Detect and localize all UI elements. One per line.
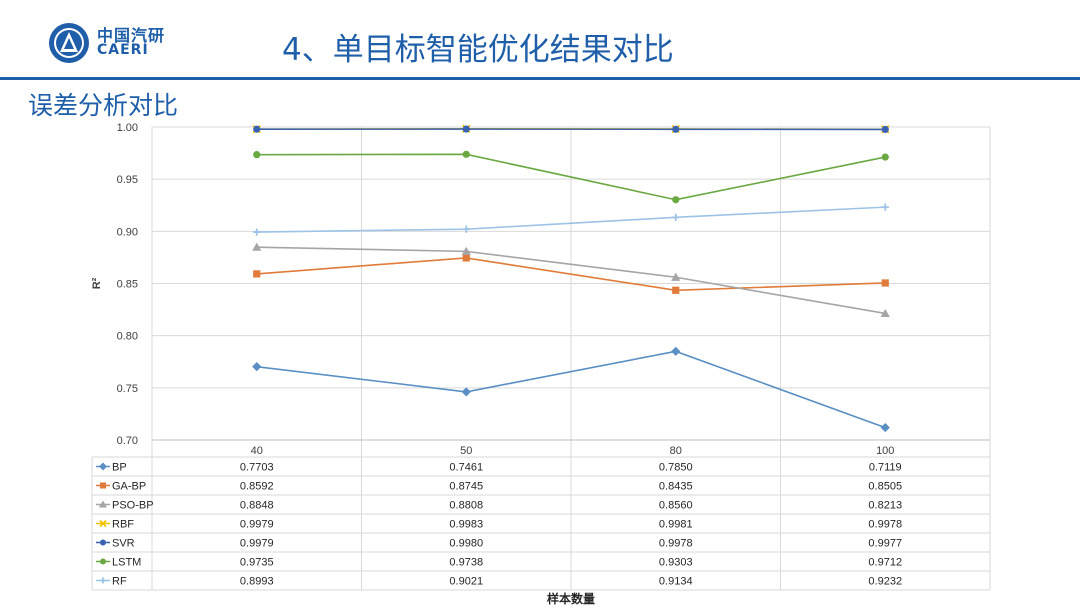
data-point-lstm <box>462 150 470 158</box>
y-tick-label: 1.00 <box>117 122 138 134</box>
data-point-bp <box>461 387 471 397</box>
data-point-lstm <box>253 151 261 159</box>
legend-series-name: LSTM <box>112 557 141 569</box>
data-table-value: 0.8848 <box>240 500 274 512</box>
data-point-rf <box>253 228 261 236</box>
y-axis-label: R² <box>91 277 103 289</box>
legend-series-name: RBF <box>112 519 134 531</box>
x-axis-label: 样本数量 <box>547 591 595 606</box>
legend-key-marker <box>99 519 107 528</box>
legend-key-marker <box>100 482 106 489</box>
legend-key-marker <box>100 558 106 565</box>
y-tick-label: 0.90 <box>117 226 138 238</box>
data-point-svr <box>253 125 261 133</box>
data-point-ga-bp <box>462 254 470 262</box>
data-table-value: 0.7850 <box>659 462 693 474</box>
data-table-value: 0.9232 <box>868 576 902 588</box>
data-point-ga-bp <box>881 279 889 287</box>
legend-key-marker <box>100 539 106 546</box>
data-point-svr <box>462 125 470 133</box>
data-table-value: 0.8505 <box>868 481 902 493</box>
data-table-value: 0.8435 <box>659 481 693 493</box>
slide-title: 4、单目标智能优化结果对比 <box>282 32 674 68</box>
data-point-pso-bp <box>461 246 471 255</box>
data-table-value: 0.8560 <box>659 500 693 512</box>
data-point-svr <box>672 125 680 133</box>
data-table-value: 0.7461 <box>449 462 483 474</box>
data-table-value: 0.8993 <box>240 576 274 588</box>
title-divider <box>0 77 1080 80</box>
legend-series-name: BP <box>112 462 127 474</box>
legend-series-name: PSO-BP <box>112 500 154 512</box>
data-table-value: 0.7119 <box>869 462 902 474</box>
data-table-value: 0.9981 <box>659 519 693 531</box>
logo-en-text: CAERI <box>97 42 149 58</box>
legend-key-marker <box>99 462 107 471</box>
series-line-rf <box>256 206 886 233</box>
logo-cn-text: 中国汽研 <box>97 26 166 45</box>
data-point-bp <box>880 422 890 433</box>
data-point-lstm <box>881 153 889 161</box>
x-tick-label: 50 <box>460 445 472 457</box>
legend-key-marker <box>100 577 106 584</box>
data-table-value: 0.8745 <box>449 481 483 493</box>
y-tick-label: 0.95 <box>117 174 138 186</box>
caeri-logo-icon <box>49 23 89 63</box>
data-table-value: 0.7703 <box>240 462 274 474</box>
data-point-pso-bp <box>671 272 681 281</box>
data-table-value: 0.9021 <box>449 576 483 588</box>
section-title: 误差分析对比 <box>28 91 179 120</box>
legend-series-name: SVR <box>112 538 135 550</box>
x-tick-label: 100 <box>876 445 894 457</box>
legend-series-name: RF <box>112 576 127 588</box>
y-tick-label: 0.80 <box>117 331 138 343</box>
data-table-value: 0.9735 <box>240 557 274 569</box>
y-tick-label: 0.85 <box>117 279 138 291</box>
legend-series-name: GA-BP <box>112 481 146 493</box>
data-table-value: 0.9978 <box>868 519 902 531</box>
series-line-pso-bp <box>256 246 886 315</box>
data-point-rf <box>672 213 680 221</box>
data-table-value: 0.9738 <box>449 557 483 569</box>
data-table-value: 0.9712 <box>868 557 902 569</box>
data-table-value: 0.8592 <box>240 481 274 493</box>
data-table-value: 0.9979 <box>240 538 274 550</box>
y-tick-label: 0.70 <box>117 435 138 447</box>
data-point-lstm <box>672 196 680 204</box>
data-point-ga-bp <box>253 270 261 278</box>
data-point-pso-bp <box>252 242 262 251</box>
series-line-bp <box>256 350 886 429</box>
series-line-lstm <box>256 153 886 201</box>
data-table-value: 0.9134 <box>659 576 693 588</box>
data-point-rf <box>881 203 889 211</box>
data-point-bp <box>252 362 262 372</box>
data-table-value: 0.8213 <box>868 500 902 512</box>
data-point-svr <box>881 125 889 133</box>
data-table-value: 0.9983 <box>449 519 483 531</box>
data-point-rf <box>462 225 470 233</box>
y-tick-label: 0.75 <box>117 383 138 395</box>
x-tick-label: 80 <box>670 445 682 457</box>
data-point-pso-bp <box>880 308 890 318</box>
data-table-value: 0.8808 <box>449 500 483 512</box>
data-table-value: 0.9303 <box>659 557 693 569</box>
data-table-value: 0.9977 <box>868 538 902 550</box>
data-table-value: 0.9980 <box>449 538 483 550</box>
data-point-ga-bp <box>672 286 680 294</box>
data-table-value: 0.9978 <box>659 538 693 550</box>
data-point-bp <box>671 346 681 356</box>
x-tick-label: 40 <box>251 445 263 457</box>
series-line-ga-bp <box>256 257 886 292</box>
data-table-value: 0.9979 <box>240 519 274 531</box>
legend-key-marker <box>99 500 107 508</box>
